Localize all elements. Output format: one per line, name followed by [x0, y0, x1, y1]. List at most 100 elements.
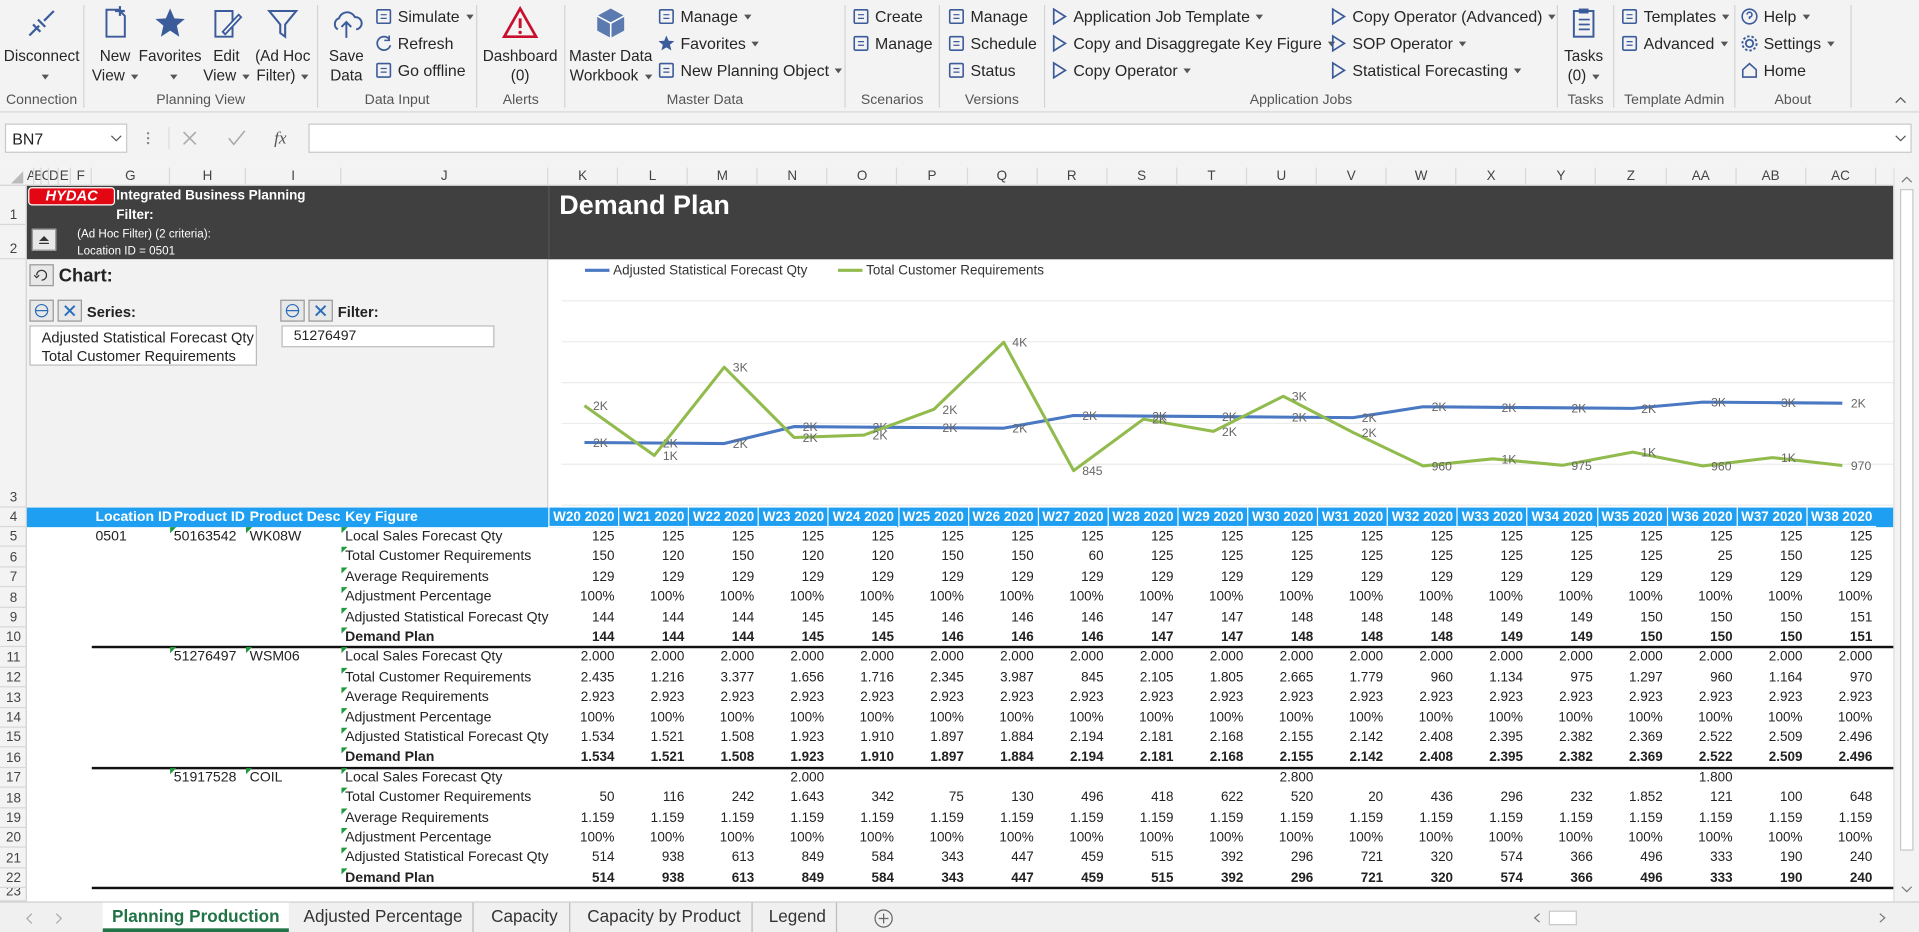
ribbon-button[interactable]: Edit View: [202, 5, 251, 91]
series-item[interactable]: Total Customer Requirements: [41, 346, 236, 364]
ribbon-small-button[interactable]: New Planning Object: [657, 59, 843, 82]
ribbon-small-button[interactable]: Statistical Forecasting: [1329, 59, 1522, 82]
value-cell: 1.159: [930, 810, 964, 826]
chart-filter-value: 51276497: [293, 329, 357, 344]
button-label: Go offline: [397, 61, 466, 80]
value-cell: 147: [1220, 609, 1244, 625]
sheet-tab[interactable]: Adjusted Percentage: [294, 902, 474, 932]
key-figure: Adjustment Percentage: [345, 589, 492, 605]
ribbon-small-button[interactable]: Refresh: [374, 32, 453, 55]
ribbon-small-button[interactable]: Manage: [947, 5, 1028, 28]
value-cell: 148: [1290, 609, 1314, 625]
ribbon-button[interactable]: Tasks (0): [1559, 5, 1608, 91]
ribbon-small-button[interactable]: SOP Operator: [1329, 32, 1467, 55]
ribbon-button[interactable]: Dashboard (0): [480, 5, 561, 91]
value-cell: 960: [1710, 670, 1733, 685]
ribbon-button[interactable]: Save Data: [323, 5, 370, 91]
chart-filter-input[interactable]: 51276497: [281, 325, 495, 348]
series-select[interactable]: [29, 299, 54, 322]
value-cell: 151: [1849, 629, 1873, 645]
series-clear[interactable]: [57, 299, 82, 322]
cell-flag: [341, 828, 348, 835]
value-cell: 145: [871, 629, 895, 645]
row-header: 1: [0, 186, 27, 226]
period-header: W26 2020: [967, 507, 1038, 528]
value-cell: 1.884: [1000, 730, 1034, 745]
ribbon-button[interactable]: Disconnect: [0, 5, 84, 91]
sheet-tab[interactable]: Planning Production: [102, 902, 289, 932]
value-cell: 1.852: [1629, 790, 1663, 806]
sheet-tab[interactable]: Capacity by Product: [576, 902, 753, 932]
dropdown-caret: [130, 74, 139, 80]
collapse-button[interactable]: [31, 228, 57, 251]
value-cell: 459: [1081, 870, 1104, 886]
period-header: W27 2020: [1037, 507, 1108, 528]
value-cell: 1.159: [1139, 810, 1174, 826]
ribbon-button[interactable]: Favorites: [133, 5, 206, 91]
ribbon-button[interactable]: Master Data Workbook: [565, 5, 656, 91]
ribbon-collapse: [1895, 96, 1906, 104]
key-figure: Total Customer Requirements: [345, 790, 532, 806]
series-item[interactable]: Adjusted Statistical Forecast Qty: [41, 329, 254, 347]
name-box[interactable]: BN7: [4, 123, 128, 153]
group-separator: [91, 766, 1894, 770]
ribbon-small-button[interactable]: Help: [1740, 5, 1810, 28]
chart-panel: [26, 259, 549, 508]
ribbon-small-button[interactable]: Manage: [657, 5, 752, 28]
row-header: 5: [0, 527, 27, 548]
ribbon-small-button[interactable]: Favorites: [657, 32, 760, 55]
value-cell: 125: [731, 529, 755, 545]
value-cell: 2.923: [860, 690, 895, 705]
ribbon-small-button[interactable]: Go offline: [374, 59, 466, 82]
ribbon-small-button[interactable]: Advanced: [1620, 32, 1728, 55]
series-list[interactable]: Adjusted Statistical Forecast Qty Total …: [29, 325, 258, 366]
title-band: [26, 185, 1894, 260]
button-label-wrap: Favorites: [133, 46, 206, 85]
value-cell: 129: [871, 569, 895, 585]
value-cell: 2.000: [720, 649, 755, 665]
ribbon-small-button[interactable]: Copy Operator: [1050, 59, 1192, 82]
horizontal-scrollbar[interactable]: [1527, 908, 1892, 929]
ribbon-small-button[interactable]: Copy and Disaggregate Key Figure: [1050, 32, 1336, 55]
value-cell: 100%: [1208, 830, 1244, 846]
value-cell: 447: [1011, 870, 1034, 886]
value-cell: 1.297: [1629, 670, 1663, 685]
filter-select[interactable]: [280, 299, 305, 322]
ribbon-button[interactable]: New View: [91, 5, 140, 91]
filter-clear[interactable]: [308, 299, 333, 322]
ribbon-small-button[interactable]: Simulate: [374, 5, 474, 28]
sheet-tab[interactable]: Capacity: [480, 902, 571, 932]
add-sheet[interactable]: [871, 906, 895, 930]
sheet-tab[interactable]: Legend: [759, 902, 838, 932]
ribbon-small-button[interactable]: Copy Operator (Advanced): [1329, 5, 1556, 28]
tab-nav[interactable]: [17, 910, 71, 927]
ribbon-group-label: Template Admin: [1624, 92, 1725, 108]
chart-toggle[interactable]: [29, 264, 54, 287]
name-box-caret: [110, 135, 122, 142]
ribbon-small-button[interactable]: Application Job Template: [1050, 5, 1264, 28]
ribbon-small-button[interactable]: Schedule: [947, 32, 1037, 55]
ribbon-button[interactable]: (Ad Hoc Filter): [251, 5, 315, 91]
ribbon-small-button[interactable]: Settings: [1740, 32, 1835, 55]
value-cell: 125: [1360, 549, 1384, 565]
cell-flag: [245, 647, 253, 654]
row-number: 15: [5, 730, 21, 746]
value-cell: 938: [661, 870, 685, 886]
ribbon-small-button[interactable]: Templates: [1620, 5, 1730, 28]
value-cell: 125: [1570, 529, 1593, 545]
ribbon-small-button[interactable]: Manage: [852, 32, 933, 55]
value-cell: 2.923: [790, 690, 825, 705]
ribbon-small-button[interactable]: Create: [852, 5, 923, 28]
row-header: 18: [0, 788, 27, 808]
value-cell: 150: [592, 549, 615, 565]
ribbon-small-button[interactable]: Status: [947, 59, 1016, 82]
ribbon-small-button[interactable]: Home: [1740, 59, 1806, 82]
button-icon: [376, 62, 392, 78]
value-cell: 392: [1220, 850, 1244, 866]
formula-input[interactable]: [308, 123, 1912, 153]
button-label: Statistical Forecasting: [1352, 61, 1508, 80]
vertical-scrollbar[interactable]: [1893, 167, 1919, 902]
value-cell: 418: [1151, 790, 1174, 806]
value-cell: 1.716: [860, 670, 895, 685]
data-label: 1K: [1641, 446, 1657, 460]
